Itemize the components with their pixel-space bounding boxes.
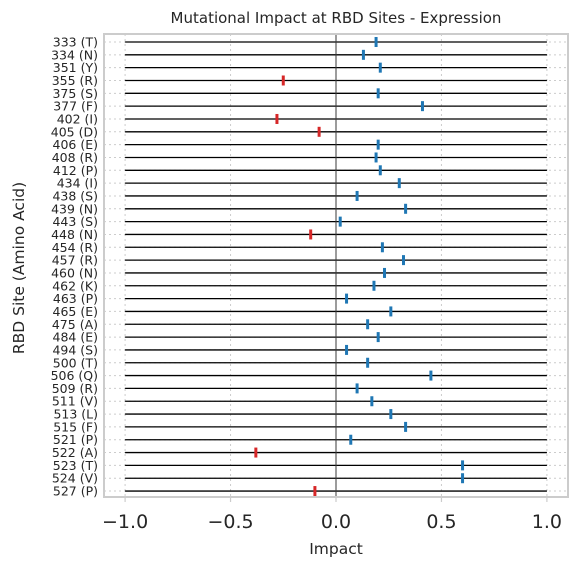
y-tick-label-0: 333 (T) <box>53 35 98 50</box>
y-tick-label-1: 334 (N) <box>51 47 98 62</box>
y-tick-label-22: 475 (A) <box>52 317 98 332</box>
y-tick-label-12: 438 (S) <box>52 188 98 203</box>
y-tick-label-3: 355 (R) <box>52 73 98 88</box>
y-tick-label-14: 443 (S) <box>52 214 98 229</box>
y-tick-label-29: 513 (L) <box>53 407 98 422</box>
y-tick-label-28: 511 (V) <box>52 394 98 409</box>
x-tick-labels: −1.0 −0.5 0.0 0.5 1.0 <box>102 497 562 533</box>
x-tick-label-3: 0.5 <box>426 511 456 533</box>
y-tick-label-32: 522 (A) <box>52 445 98 460</box>
x-tick-label-0: −1.0 <box>102 511 148 533</box>
y-tick-label-2: 351 (Y) <box>53 60 98 75</box>
y-tick-label-35: 527 (P) <box>53 484 98 499</box>
y-tick-label-15: 448 (N) <box>51 227 98 242</box>
y-tick-label-23: 484 (E) <box>53 330 98 345</box>
y-tick-label-30: 515 (F) <box>53 419 98 434</box>
y-tick-label-33: 523 (T) <box>53 458 98 473</box>
x-tick-label-2: 0.0 <box>321 511 351 533</box>
y-tick-label-9: 408 (R) <box>52 150 98 165</box>
y-axis-label: RBD Site (Amino Acid) <box>10 182 28 354</box>
y-tick-label-8: 406 (E) <box>53 137 98 152</box>
y-tick-label-26: 506 (Q) <box>51 368 98 383</box>
y-tick-labels: 333 (T)334 (N)351 (Y)355 (R)375 (S)377 (… <box>51 35 98 499</box>
y-tick-label-7: 405 (D) <box>51 124 98 139</box>
y-tick-label-4: 375 (S) <box>52 86 98 101</box>
y-tick-label-17: 457 (R) <box>52 253 98 268</box>
y-tick-label-21: 465 (E) <box>53 304 98 319</box>
y-tick-label-16: 454 (R) <box>52 240 98 255</box>
y-tick-label-34: 524 (V) <box>52 471 98 486</box>
y-tick-label-18: 460 (N) <box>51 265 98 280</box>
impact-marks <box>254 37 465 497</box>
y-tick-label-31: 521 (P) <box>53 432 98 447</box>
y-tick-label-10: 412 (P) <box>53 163 98 178</box>
y-tick-label-24: 494 (S) <box>52 342 98 357</box>
y-tick-label-5: 377 (F) <box>53 99 98 114</box>
y-tick-label-13: 439 (N) <box>51 201 98 216</box>
y-tick-label-19: 462 (K) <box>52 278 98 293</box>
x-tick-label-4: 1.0 <box>532 511 562 533</box>
x-axis-label: Impact <box>309 540 363 558</box>
y-tick-label-25: 500 (T) <box>53 355 98 370</box>
y-tick-label-27: 509 (R) <box>52 381 98 396</box>
x-tick-label-1: −0.5 <box>207 511 253 533</box>
chart-title: Mutational Impact at RBD Sites - Express… <box>171 9 502 27</box>
y-tick-label-20: 463 (P) <box>53 291 98 306</box>
y-tick-label-11: 434 (I) <box>57 176 98 191</box>
y-tick-label-6: 402 (I) <box>57 111 98 126</box>
